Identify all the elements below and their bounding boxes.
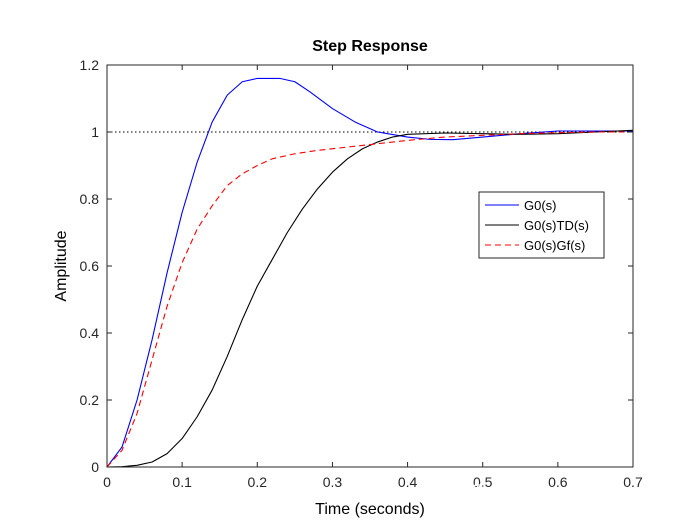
x-tick-label: 0.1 — [172, 474, 192, 490]
y-tick-label: 0 — [91, 459, 99, 475]
legend-label-1: G0(s) — [524, 198, 557, 213]
y-tick-label: 0.6 — [80, 258, 100, 274]
y-tick-label: 0.2 — [80, 392, 100, 408]
y-tick-label: 0.8 — [80, 191, 100, 207]
plot-area — [107, 65, 633, 467]
y-tick-label: 1.2 — [80, 57, 100, 73]
y-axis-label: Amplitude — [53, 230, 70, 301]
x-tick-label: 0.6 — [548, 474, 568, 490]
ticks-layer: 0 0.1 0.2 0.3 0.4 0.5 0.6 0.7 0 0.2 0.4 0.6 0.8 1 1.2 — [80, 57, 643, 490]
y-tick-label: 0.4 — [80, 325, 100, 341]
x-axis-label: Time (seconds) — [315, 501, 425, 518]
series-line-3 — [106, 131, 633, 468]
x-tick-label: 0.2 — [248, 474, 268, 490]
y-tick-label: 1 — [91, 124, 99, 140]
series-layer — [106, 77, 634, 468]
x-tick-label: 0.3 — [323, 474, 343, 490]
x-tick-label: 0.7 — [623, 474, 643, 490]
x-tick-label: 0.5 — [473, 474, 493, 490]
series-line-1 — [106, 77, 633, 468]
x-tick-label: 0 — [103, 474, 111, 490]
legend: G0(s) G0(s)TD(s) G0(s)Gf(s) — [478, 191, 605, 259]
series-line-2 — [106, 129, 634, 468]
watermark: 知乎 @隔壁uncle wang — [452, 483, 628, 502]
legend-label-2: G0(s)TD(s) — [524, 218, 589, 233]
legend-label-3: G0(s)Gf(s) — [524, 238, 585, 253]
x-tick-label: 0.4 — [398, 474, 418, 490]
chart-title: Step Response — [312, 38, 428, 55]
